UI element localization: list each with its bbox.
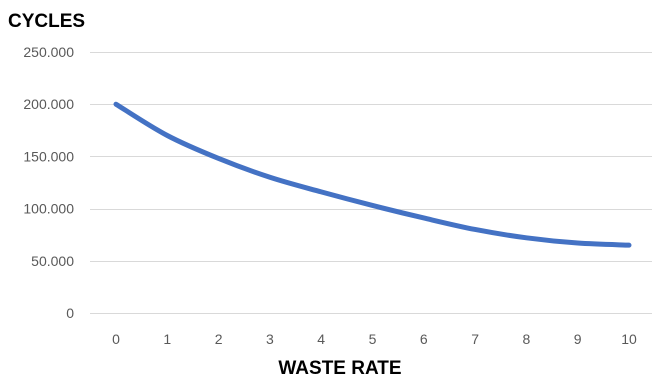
y-axis-tick-labels: 0 50.000 100.000 150.000 200.000 250.000 xyxy=(23,44,74,321)
x-tick-label: 10 xyxy=(621,331,637,347)
y-tick-label: 100.000 xyxy=(23,201,74,217)
x-tick-label: 4 xyxy=(317,331,325,347)
x-tick-label: 3 xyxy=(266,331,274,347)
x-axis-title: WASTE RATE xyxy=(278,358,401,378)
x-tick-label: 5 xyxy=(369,331,377,347)
x-tick-label: 2 xyxy=(215,331,223,347)
series-layer xyxy=(113,101,632,248)
series-line xyxy=(113,101,632,248)
x-tick-label: 0 xyxy=(112,331,120,347)
y-tick-label: 200.000 xyxy=(23,96,74,112)
gridlines xyxy=(90,52,652,314)
y-tick-label: 250.000 xyxy=(23,44,74,60)
y-tick-label: 0 xyxy=(66,305,74,321)
x-tick-label: 6 xyxy=(420,331,428,347)
x-axis-tick-labels: 0 1 2 3 4 5 6 7 8 9 10 xyxy=(112,331,637,347)
x-tick-label: 9 xyxy=(574,331,582,347)
x-tick-label: 1 xyxy=(163,331,171,347)
y-tick-label: 50.000 xyxy=(31,253,74,269)
y-tick-label: 150.000 xyxy=(23,148,74,164)
y-axis-title: CYCLES xyxy=(8,11,85,32)
x-tick-label: 7 xyxy=(471,331,479,347)
x-tick-label: 8 xyxy=(523,331,531,347)
